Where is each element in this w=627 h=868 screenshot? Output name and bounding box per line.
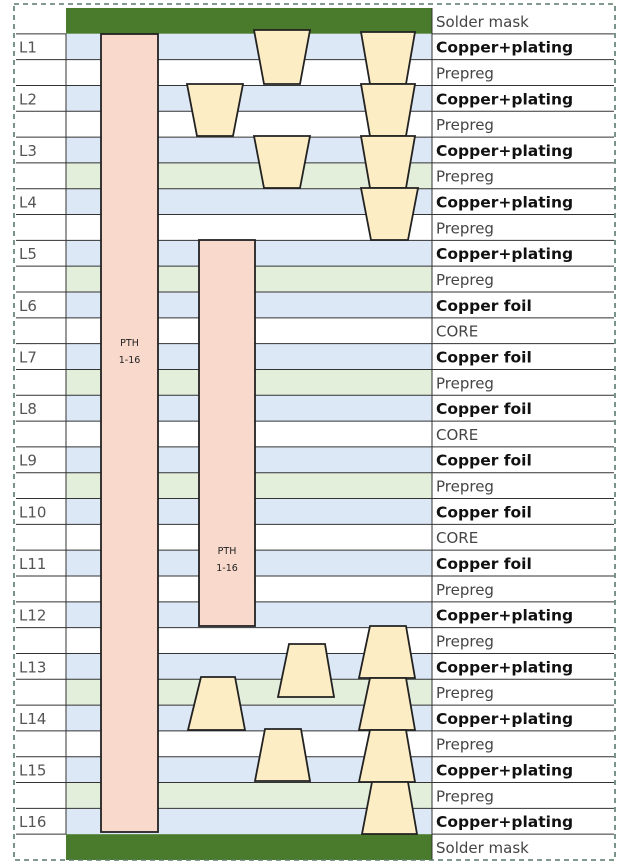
material-label: Copper foil	[436, 555, 532, 573]
material-label: Prepreg	[436, 632, 494, 650]
pth-via-left	[100, 33, 159, 833]
pth-left-label-line2: 1-16	[119, 355, 141, 366]
pth-via-center	[198, 239, 256, 627]
material-label: Copper foil	[436, 297, 532, 315]
dashed-border	[13, 3, 616, 861]
material-label: Solder mask	[436, 839, 529, 857]
material-label: Copper+plating	[436, 90, 573, 108]
material-label: Copper foil	[436, 348, 532, 366]
microvia	[253, 728, 312, 782]
material-label: CORE	[436, 323, 478, 341]
layer-number-label: L3	[19, 142, 37, 160]
material-label: Copper+plating	[436, 813, 573, 831]
material-label: Copper+plating	[436, 762, 573, 780]
material-label: Copper+plating	[436, 194, 573, 212]
pth-center-label-line2: 1-16	[216, 563, 238, 574]
material-label: Prepreg	[436, 478, 494, 496]
material-label: Prepreg	[436, 116, 494, 134]
material-label: Copper+plating	[436, 245, 573, 263]
microvia	[252, 29, 312, 85]
microvia	[185, 83, 245, 137]
layer-number-label: L10	[19, 503, 46, 521]
row-labels: Solder mask L1 Copper+plating Prepreg L2 Copp…	[19, 13, 573, 857]
material-label: Prepreg	[436, 581, 494, 599]
material-label: Copper foil	[436, 503, 532, 521]
pth-left-label-line1: PTH	[120, 338, 139, 349]
via-shapes: PTH 1-16 PTH 1-16	[100, 29, 420, 835]
material-label: Prepreg	[436, 684, 494, 702]
material-label: Prepreg	[436, 168, 494, 186]
layer-number-label: L5	[19, 245, 37, 263]
material-label: Copper foil	[436, 400, 532, 418]
material-label: Solder mask	[436, 13, 529, 31]
layer-number-label: L8	[19, 400, 37, 418]
layer-number-label: L7	[19, 348, 37, 366]
microvia	[359, 31, 417, 85]
material-label: Copper+plating	[436, 607, 573, 625]
microvia	[357, 677, 417, 731]
microvia	[359, 187, 420, 241]
material-label: CORE	[436, 529, 478, 547]
microvia	[252, 135, 312, 189]
material-label: Copper+plating	[436, 39, 573, 57]
material-label: Prepreg	[436, 736, 494, 754]
microvia	[357, 625, 417, 679]
pth-center-label-line1: PTH	[218, 546, 237, 557]
material-label: Prepreg	[436, 271, 494, 289]
material-label: Prepreg	[436, 64, 494, 82]
material-label: Copper+plating	[436, 142, 573, 160]
material-label: Copper+plating	[436, 710, 573, 728]
layer-number-label: L12	[19, 607, 46, 625]
layer-number-label: L15	[19, 762, 46, 780]
layer-number-label: L16	[19, 813, 46, 831]
microvia	[357, 729, 417, 783]
material-label: Copper foil	[436, 452, 532, 470]
material-label: Prepreg	[436, 787, 494, 805]
layer-number-label: L13	[19, 658, 46, 676]
material-label: Prepreg	[436, 219, 494, 237]
layer-number-label: L9	[19, 452, 37, 470]
solder-mask-band	[66, 8, 432, 34]
microvia	[359, 83, 417, 137]
layer-number-label: L6	[19, 297, 37, 315]
material-label: Copper+plating	[436, 658, 573, 676]
microvia	[360, 781, 419, 835]
layer-number-label: L4	[19, 194, 37, 212]
microvia	[186, 676, 247, 731]
layer-number-label: L1	[19, 39, 37, 57]
material-label: Prepreg	[436, 374, 494, 392]
layer-number-label: L11	[19, 555, 46, 573]
material-label: CORE	[436, 426, 478, 444]
microvia	[359, 135, 417, 189]
layer-number-label: L14	[19, 710, 46, 728]
layer-number-label: L2	[19, 90, 37, 108]
microvia	[276, 643, 336, 698]
solder-mask-band	[66, 834, 432, 860]
